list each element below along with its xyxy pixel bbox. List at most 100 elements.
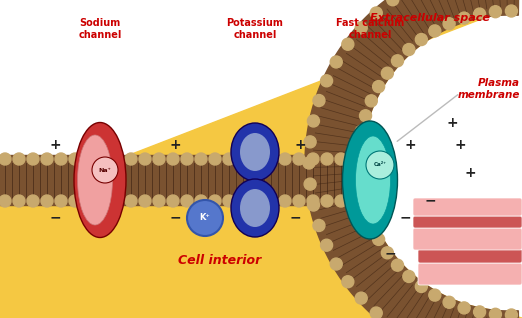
Circle shape [321, 195, 333, 207]
Circle shape [490, 6, 502, 18]
Circle shape [355, 189, 367, 201]
Circle shape [321, 75, 333, 87]
Text: −: − [289, 210, 301, 224]
Text: K⁺: K⁺ [199, 213, 210, 223]
Circle shape [111, 195, 123, 207]
Circle shape [307, 115, 319, 127]
Circle shape [0, 153, 11, 165]
Circle shape [125, 195, 137, 207]
Circle shape [13, 153, 25, 165]
Circle shape [209, 153, 221, 165]
Circle shape [97, 195, 109, 207]
Text: Fast calcium
channel: Fast calcium channel [336, 18, 404, 40]
Circle shape [55, 195, 67, 207]
Circle shape [505, 309, 517, 318]
Circle shape [265, 195, 277, 207]
Circle shape [223, 195, 235, 207]
Circle shape [352, 157, 364, 169]
Circle shape [83, 153, 95, 165]
Text: −: − [169, 210, 181, 224]
Circle shape [307, 153, 319, 165]
Circle shape [223, 153, 235, 165]
Circle shape [111, 153, 123, 165]
FancyBboxPatch shape [413, 198, 522, 216]
Circle shape [293, 153, 305, 165]
Circle shape [0, 195, 11, 207]
Circle shape [55, 153, 67, 165]
Text: Extracellular space: Extracellular space [370, 13, 490, 23]
Circle shape [251, 153, 263, 165]
FancyBboxPatch shape [413, 216, 522, 228]
Text: −: − [49, 210, 61, 224]
FancyBboxPatch shape [413, 228, 522, 250]
Circle shape [304, 178, 316, 190]
Circle shape [167, 153, 179, 165]
Circle shape [335, 195, 347, 207]
Circle shape [366, 151, 394, 179]
Circle shape [458, 12, 470, 24]
Circle shape [237, 153, 249, 165]
Circle shape [355, 125, 367, 137]
Circle shape [167, 195, 179, 207]
Text: −: − [399, 210, 411, 224]
Circle shape [429, 289, 441, 301]
Polygon shape [0, 17, 522, 318]
Circle shape [153, 195, 165, 207]
Circle shape [473, 8, 485, 20]
Circle shape [139, 153, 151, 165]
Circle shape [365, 219, 377, 231]
Circle shape [304, 136, 316, 148]
Circle shape [279, 195, 291, 207]
Circle shape [355, 22, 367, 34]
Circle shape [392, 55, 404, 67]
Text: Na⁺: Na⁺ [99, 168, 111, 172]
Circle shape [382, 247, 394, 259]
Ellipse shape [240, 133, 270, 171]
Circle shape [187, 200, 223, 236]
Ellipse shape [231, 179, 279, 237]
Circle shape [330, 56, 342, 68]
Text: +: + [464, 166, 476, 180]
Circle shape [403, 44, 415, 56]
Ellipse shape [74, 122, 126, 238]
Circle shape [473, 306, 485, 318]
Circle shape [265, 153, 277, 165]
Circle shape [342, 38, 354, 50]
Text: Sodium
channel: Sodium channel [78, 18, 122, 40]
Polygon shape [305, 0, 519, 318]
Circle shape [373, 233, 385, 245]
Circle shape [97, 153, 109, 165]
Circle shape [505, 5, 517, 17]
Text: Potassium
channel: Potassium channel [227, 18, 283, 40]
Text: +: + [294, 138, 306, 152]
Text: Cell interior: Cell interior [179, 253, 262, 266]
Circle shape [153, 153, 165, 165]
Ellipse shape [240, 189, 270, 227]
Circle shape [335, 153, 347, 165]
Circle shape [83, 195, 95, 207]
Text: +: + [446, 116, 458, 130]
Circle shape [13, 195, 25, 207]
Circle shape [360, 110, 372, 122]
Circle shape [490, 308, 502, 318]
Circle shape [69, 153, 81, 165]
Circle shape [307, 199, 319, 211]
Circle shape [392, 259, 404, 271]
Circle shape [370, 307, 382, 318]
Circle shape [195, 153, 207, 165]
Circle shape [41, 195, 53, 207]
Circle shape [373, 80, 385, 93]
Text: Plasma
membrane: Plasma membrane [458, 78, 520, 100]
Circle shape [360, 204, 372, 216]
Circle shape [125, 153, 137, 165]
Circle shape [321, 153, 333, 165]
Text: Ca²⁺: Ca²⁺ [374, 162, 386, 168]
Circle shape [382, 67, 394, 79]
Circle shape [342, 276, 354, 288]
Ellipse shape [342, 121, 397, 239]
Circle shape [443, 296, 455, 308]
Circle shape [139, 195, 151, 207]
Ellipse shape [77, 135, 113, 225]
Circle shape [429, 25, 441, 37]
FancyBboxPatch shape [418, 249, 522, 263]
